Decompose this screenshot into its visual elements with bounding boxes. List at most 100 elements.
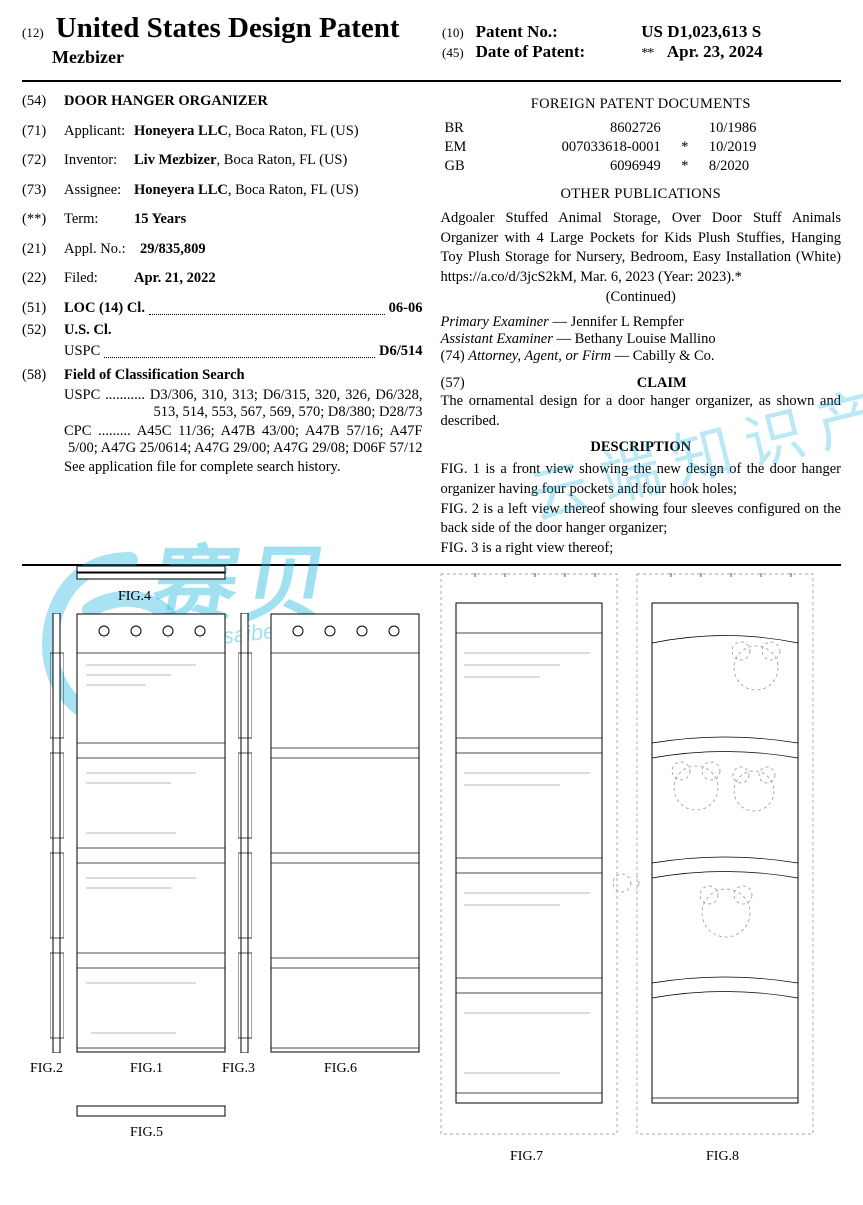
aex-label: Assistant Examiner bbox=[441, 331, 553, 347]
tag-stars: (**) bbox=[22, 210, 64, 230]
assignee-rest: , Boca Raton, FL (US) bbox=[228, 182, 359, 198]
tag-45: (45) bbox=[442, 45, 472, 61]
fpd-table: BR8602726 10/1986 EM007033618-0001*10/201… bbox=[441, 119, 842, 176]
fig2-drawing bbox=[50, 613, 64, 1053]
invention-title: DOOR HANGER ORGANIZER bbox=[64, 92, 423, 112]
term-label: Term: bbox=[64, 210, 134, 230]
fig7-drawing bbox=[440, 573, 618, 1135]
inventor-name: Liv Mezbizer bbox=[134, 152, 217, 168]
fpd-num-0: 8602726 bbox=[497, 119, 665, 138]
fpd-star-0 bbox=[665, 119, 705, 138]
fpd-star-2: * bbox=[665, 157, 705, 176]
inventor-surname: Mezbizer bbox=[22, 47, 442, 68]
fpd-cc-1: EM bbox=[441, 138, 497, 157]
term-value: 15 Years bbox=[134, 210, 423, 230]
pex-value: — Jennifer L Rempfer bbox=[549, 314, 684, 330]
filed-value: Apr. 21, 2022 bbox=[134, 269, 423, 289]
tag-10: (10) bbox=[442, 25, 472, 41]
fpd-num-1: 007033618-0001 bbox=[497, 138, 665, 157]
tag-22: (22) bbox=[22, 269, 64, 289]
tag-73: (73) bbox=[22, 181, 64, 201]
fig2-label: FIG.2 bbox=[30, 1061, 63, 1077]
desc-fig3: FIG. 3 is a right view thereof; bbox=[441, 539, 842, 559]
patno-value: US D1,023,613 S bbox=[641, 22, 761, 41]
op-continued: (Continued) bbox=[441, 289, 842, 306]
inventor-label: Inventor: bbox=[64, 151, 134, 171]
fcs-uspc: USPC ........... D3/306, 310, 313; D6/31… bbox=[64, 387, 423, 421]
fig6-label: FIG.6 bbox=[324, 1061, 357, 1077]
fig4-drawing bbox=[76, 565, 226, 581]
date-value: Apr. 23, 2024 bbox=[667, 42, 763, 61]
fig5-label: FIG.5 bbox=[130, 1125, 163, 1141]
fig7-label: FIG.7 bbox=[510, 1149, 543, 1165]
loc-label: LOC (14) Cl. bbox=[64, 299, 145, 319]
patno-label: Patent No.: bbox=[476, 22, 638, 42]
fig6-drawing bbox=[270, 613, 420, 1053]
uspc-label: USPC bbox=[64, 342, 100, 362]
claim-text: The ornamental design for a door hanger … bbox=[441, 392, 842, 431]
fpd-star-1: * bbox=[665, 138, 705, 157]
fig7-knob bbox=[612, 873, 632, 893]
desc-heading: DESCRIPTION bbox=[441, 439, 842, 456]
date-label: Date of Patent: bbox=[476, 42, 638, 62]
inventor-rest: , Boca Raton, FL (US) bbox=[217, 152, 348, 168]
aex-value: — Bethany Louise Mallino bbox=[553, 331, 716, 347]
fig1-drawing bbox=[76, 613, 226, 1053]
loc-leader bbox=[149, 314, 385, 315]
fig3-drawing bbox=[238, 613, 252, 1053]
fcs-label: Field of Classification Search bbox=[64, 366, 423, 386]
fpd-date-1: 10/2019 bbox=[705, 138, 841, 157]
fpd-date-2: 8/2020 bbox=[705, 157, 841, 176]
fcs-see: See application file for complete search… bbox=[64, 459, 423, 476]
patent-header: (12) United States Design Patent Mezbize… bbox=[0, 0, 863, 74]
tag-54: (54) bbox=[22, 92, 64, 112]
assignee-label: Assignee: bbox=[64, 181, 134, 201]
fpd-heading: FOREIGN PATENT DOCUMENTS bbox=[441, 96, 842, 113]
applicant-label: Applicant: bbox=[64, 122, 134, 142]
tag-12: (12) bbox=[22, 25, 52, 41]
fpd-date-0: 10/1986 bbox=[705, 119, 841, 138]
right-column: FOREIGN PATENT DOCUMENTS BR8602726 10/198… bbox=[441, 92, 842, 558]
desc-fig2: FIG. 2 is a left view thereof showing fo… bbox=[441, 500, 842, 539]
filed-label: Filed: bbox=[64, 269, 134, 289]
fig4-label: FIG.4 bbox=[118, 589, 151, 605]
left-column: (54) DOOR HANGER ORGANIZER (71) Applican… bbox=[22, 92, 423, 558]
tag-21: (21) bbox=[22, 240, 64, 260]
uspc-value: D6/514 bbox=[379, 342, 423, 362]
body-columns: (54) DOOR HANGER ORGANIZER (71) Applican… bbox=[0, 82, 863, 558]
tag-72: (72) bbox=[22, 151, 64, 171]
claim-heading: CLAIM bbox=[483, 375, 842, 392]
op-text: Adgoaler Stuffed Animal Storage, Over Do… bbox=[441, 209, 842, 287]
applicant-rest: , Boca Raton, FL (US) bbox=[228, 123, 359, 139]
tag-71: (71) bbox=[22, 122, 64, 142]
tag-58: (58) bbox=[22, 366, 64, 386]
applicant-name: Honeyera LLC bbox=[134, 123, 228, 139]
op-heading: OTHER PUBLICATIONS bbox=[441, 186, 842, 203]
fig8-drawing bbox=[636, 573, 814, 1135]
date-stars: ** bbox=[641, 46, 653, 61]
desc-fig1: FIG. 1 is a front view showing the new d… bbox=[441, 460, 842, 499]
fig5-drawing bbox=[76, 1105, 226, 1117]
loc-value: 06-06 bbox=[389, 299, 423, 319]
fig8-label: FIG.8 bbox=[706, 1149, 739, 1165]
doc-title: United States Design Patent bbox=[56, 12, 400, 44]
figures-area: FIG.4 FIG.2 FIG.1 FIG.3 bbox=[22, 585, 841, 1187]
atty-label: Attorney, Agent, or Firm bbox=[468, 348, 611, 364]
appl-value: 29/835,809 bbox=[140, 240, 423, 260]
appl-label: Appl. No.: bbox=[64, 240, 140, 260]
fpd-num-2: 6096949 bbox=[497, 157, 665, 176]
uspc-leader bbox=[104, 357, 375, 358]
fcs-cpc: CPC ......... A45C 11/36; A47B 43/00; A4… bbox=[64, 423, 423, 457]
fig3-label: FIG.3 bbox=[222, 1061, 255, 1077]
fpd-cc-2: GB bbox=[441, 157, 497, 176]
assignee-name: Honeyera LLC bbox=[134, 182, 228, 198]
pex-label: Primary Examiner bbox=[441, 314, 549, 330]
tag-74: (74) bbox=[441, 348, 469, 364]
fig1-label: FIG.1 bbox=[130, 1061, 163, 1077]
fpd-cc-0: BR bbox=[441, 119, 497, 138]
tag-51: (51) bbox=[22, 299, 64, 319]
tag-57: (57) bbox=[441, 375, 483, 392]
atty-value: — Cabilly & Co. bbox=[611, 348, 715, 364]
uscl-label: U.S. Cl. bbox=[64, 321, 423, 341]
tag-52: (52) bbox=[22, 321, 64, 341]
